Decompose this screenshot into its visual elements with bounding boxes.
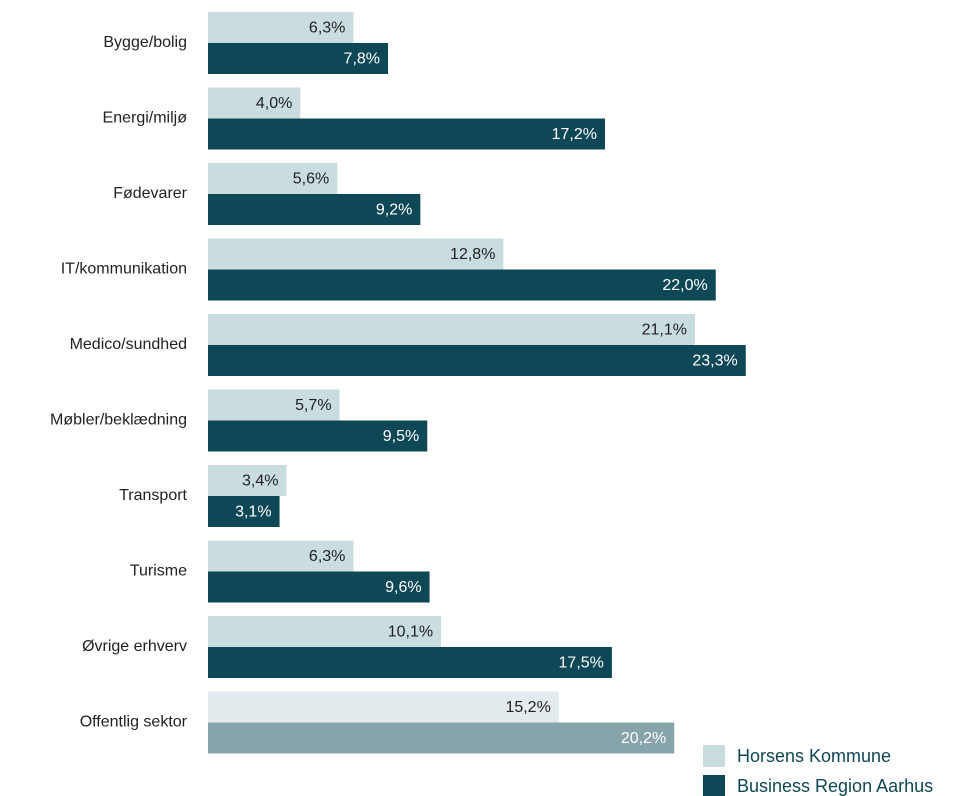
legend-swatch [703, 775, 725, 796]
value-label: 9,5% [383, 428, 419, 445]
bar [208, 496, 280, 527]
legend-swatch [703, 745, 725, 767]
value-label: 9,2% [376, 202, 412, 219]
value-label: 17,5% [559, 655, 604, 672]
legend-label: Business Region Aarhus [737, 776, 933, 796]
legend-label: Horsens Kommune [737, 746, 891, 766]
bar [208, 118, 605, 150]
value-label: 20,2% [621, 730, 666, 747]
value-label: 3,1% [235, 504, 271, 521]
bar [208, 163, 338, 194]
category-label: Møbler/beklædning [50, 412, 187, 429]
bar [208, 616, 442, 647]
bar [208, 691, 559, 723]
value-label: 5,7% [295, 397, 331, 414]
category-label: Energi/miljø [103, 110, 188, 127]
bar [208, 540, 354, 572]
value-label: 10,1% [388, 624, 433, 641]
category-label: Turisme [130, 563, 187, 580]
category-label: Fødevarer [113, 185, 187, 202]
bar [208, 465, 287, 496]
bar [208, 722, 675, 754]
value-label: 6,3% [309, 548, 345, 565]
value-label: 6,3% [309, 20, 345, 37]
category-label: Øvrige erhverv [82, 638, 187, 655]
bar [208, 345, 746, 376]
category-label: Bygge/bolig [103, 34, 187, 51]
value-label: 17,2% [552, 126, 597, 143]
value-label: 7,8% [344, 51, 380, 68]
value-label: 9,6% [385, 579, 421, 596]
value-label: 5,6% [293, 171, 329, 188]
value-label: 22,0% [662, 277, 707, 294]
bar [208, 571, 430, 603]
bar [208, 43, 389, 74]
value-label: 21,1% [642, 322, 687, 339]
bar [208, 87, 301, 119]
bar [208, 194, 421, 225]
bar [208, 389, 340, 421]
category-label: IT/kommunikation [61, 261, 187, 278]
category-label: Medico/sundhed [70, 336, 187, 353]
value-label: 3,4% [242, 473, 278, 490]
category-label: Offentlig sektor [80, 714, 188, 731]
value-label: 4,0% [256, 95, 292, 112]
value-label: 15,2% [505, 699, 550, 716]
value-label: 23,3% [692, 353, 737, 370]
bar [208, 12, 354, 43]
bar [208, 647, 612, 678]
value-label: 12,8% [450, 246, 495, 263]
bar [208, 314, 695, 345]
category-label: Transport [119, 487, 187, 504]
bar [208, 238, 504, 270]
bar [208, 269, 716, 301]
bar [208, 420, 428, 452]
